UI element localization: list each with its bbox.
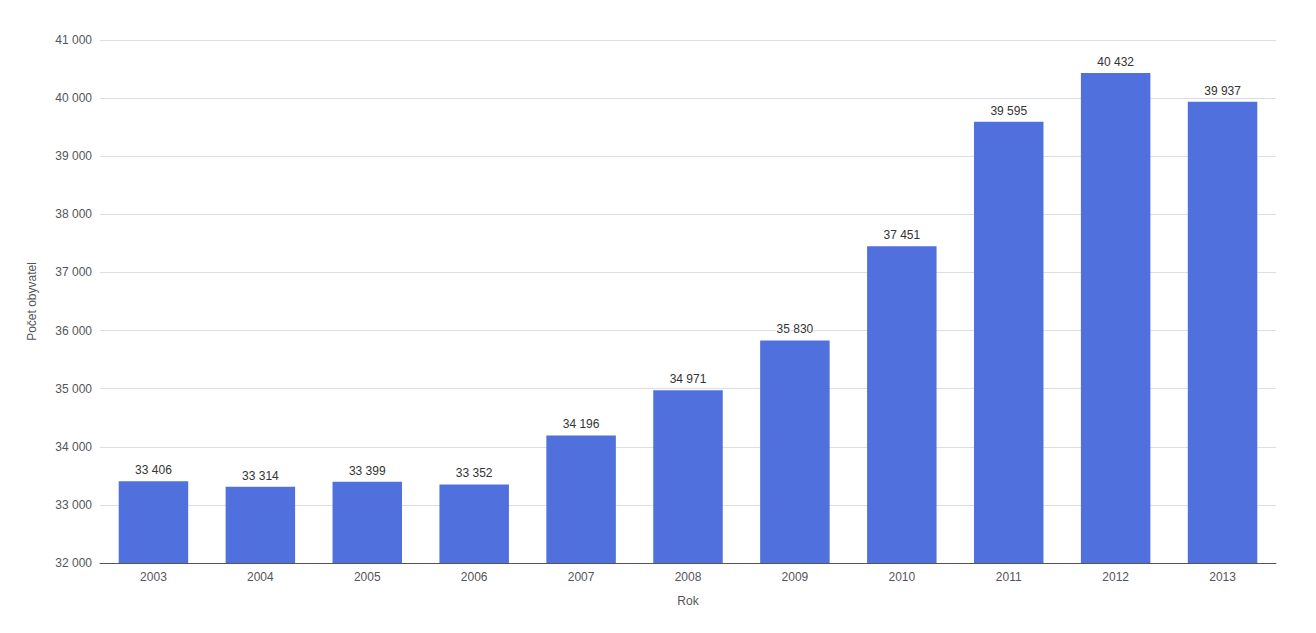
svg-text:33 314: 33 314: [242, 469, 279, 483]
svg-text:34 971: 34 971: [670, 372, 707, 386]
svg-text:33 406: 33 406: [135, 463, 172, 477]
svg-text:2003: 2003: [140, 570, 167, 584]
svg-text:2006: 2006: [461, 570, 488, 584]
svg-text:2012: 2012: [1102, 570, 1129, 584]
svg-text:2007: 2007: [568, 570, 595, 584]
svg-text:Počet obyvatel: Počet obyvatel: [25, 262, 39, 341]
svg-text:2011: 2011: [996, 570, 1022, 584]
svg-text:35 000: 35 000: [55, 382, 92, 396]
svg-text:36 000: 36 000: [55, 324, 92, 338]
svg-text:33 399: 33 399: [349, 464, 386, 478]
svg-text:2005: 2005: [354, 570, 381, 584]
svg-text:2013: 2013: [1209, 570, 1236, 584]
svg-text:32 000: 32 000: [55, 556, 92, 570]
svg-text:2009: 2009: [782, 570, 809, 584]
svg-text:2010: 2010: [888, 570, 915, 584]
svg-text:35 830: 35 830: [777, 322, 814, 336]
svg-text:38 000: 38 000: [55, 207, 92, 221]
svg-text:2008: 2008: [675, 570, 702, 584]
svg-text:37 000: 37 000: [55, 265, 92, 279]
svg-text:39 937: 39 937: [1204, 84, 1241, 98]
svg-text:39 595: 39 595: [990, 104, 1027, 118]
svg-text:33 000: 33 000: [55, 498, 92, 512]
svg-text:2004: 2004: [247, 570, 274, 584]
svg-text:Rok: Rok: [677, 594, 699, 608]
svg-text:40 000: 40 000: [55, 91, 92, 105]
svg-text:37 451: 37 451: [883, 228, 920, 242]
svg-text:34 000: 34 000: [55, 440, 92, 454]
svg-text:39 000: 39 000: [55, 149, 92, 163]
svg-text:41 000: 41 000: [55, 33, 92, 47]
svg-text:33 352: 33 352: [456, 466, 493, 480]
svg-text:40 432: 40 432: [1097, 55, 1134, 69]
svg-text:34 196: 34 196: [563, 417, 600, 431]
